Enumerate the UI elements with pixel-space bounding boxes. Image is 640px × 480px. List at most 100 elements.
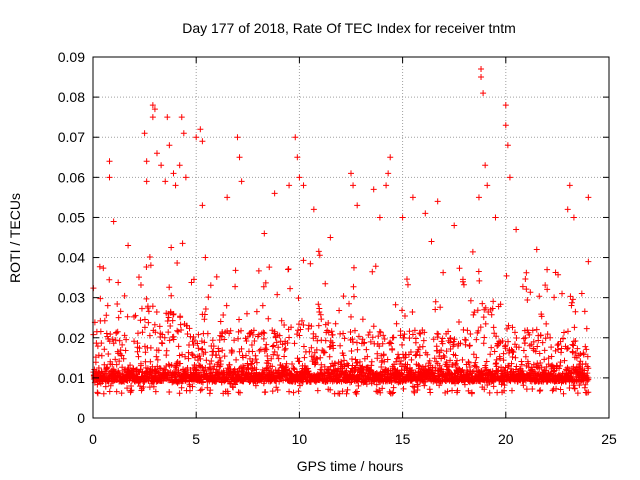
data-point (337, 342, 344, 349)
data-point (377, 329, 384, 336)
data-point (441, 354, 448, 361)
data-point (271, 348, 278, 355)
data-point (105, 350, 112, 357)
data-point (284, 340, 291, 347)
data-point (178, 384, 185, 391)
data-point (465, 387, 472, 394)
data-point (285, 265, 292, 272)
data-point (481, 386, 488, 393)
data-point (238, 327, 245, 334)
data-point (515, 344, 522, 351)
data-point (292, 134, 299, 141)
data-point (289, 360, 296, 367)
data-point (298, 317, 305, 324)
data-point (195, 331, 202, 338)
data-point (570, 214, 577, 221)
data-point (146, 332, 153, 339)
data-point (493, 333, 500, 340)
data-point (387, 154, 394, 161)
data-point (178, 114, 185, 121)
data-point (139, 329, 146, 336)
data-point (185, 349, 192, 356)
data-point (271, 328, 278, 335)
data-point (366, 329, 373, 336)
data-point (490, 298, 497, 305)
data-point (354, 202, 361, 209)
data-point (585, 376, 592, 383)
data-point (533, 326, 540, 333)
data-point (296, 332, 303, 339)
data-point (563, 346, 570, 353)
data-point (175, 367, 182, 374)
data-point (124, 385, 131, 392)
data-point (583, 325, 590, 332)
data-point (120, 355, 127, 362)
data-point (158, 162, 165, 169)
data-point (389, 346, 396, 353)
data-point (373, 388, 380, 395)
data-point (316, 252, 323, 259)
data-point (201, 311, 208, 318)
data-point (96, 263, 103, 270)
data-point (273, 384, 280, 391)
data-point (408, 367, 415, 374)
data-point (283, 365, 290, 372)
data-point (584, 353, 591, 360)
data-point (300, 182, 307, 189)
data-point (210, 343, 217, 350)
data-point (295, 321, 302, 328)
data-point (164, 114, 171, 121)
data-point (104, 364, 111, 371)
data-point (404, 281, 411, 288)
data-point (286, 334, 293, 341)
data-point (174, 259, 181, 266)
data-point (363, 346, 370, 353)
y-tick-label: 0.09 (58, 49, 85, 65)
data-point (484, 381, 491, 388)
data-point (314, 355, 321, 362)
data-point (439, 340, 446, 347)
data-point (403, 276, 410, 283)
data-point (229, 348, 236, 355)
data-point (213, 273, 220, 280)
data-point (306, 348, 313, 355)
data-point (571, 385, 578, 392)
data-point (134, 330, 141, 337)
data-point (480, 340, 487, 347)
data-point (190, 342, 197, 349)
data-point (355, 382, 362, 389)
data-point (523, 386, 530, 393)
data-point (545, 355, 552, 362)
data-point (168, 244, 175, 251)
data-point (583, 346, 590, 353)
data-point (413, 351, 420, 358)
data-point (459, 278, 466, 285)
data-point (556, 365, 563, 372)
data-point (352, 389, 359, 396)
data-point (518, 361, 525, 368)
data-point (585, 258, 592, 265)
data-point (174, 327, 181, 334)
data-point (350, 264, 357, 271)
data-point (551, 294, 558, 301)
data-point (372, 263, 379, 270)
data-point (537, 387, 544, 394)
data-point (438, 347, 445, 354)
data-point (576, 382, 583, 389)
data-point (464, 327, 471, 334)
data-point (251, 337, 258, 344)
data-point (416, 330, 423, 337)
data-point (482, 304, 489, 311)
data-point (476, 277, 483, 284)
data-point (255, 331, 262, 338)
data-point (487, 351, 494, 358)
data-point (209, 337, 216, 344)
data-point (101, 346, 108, 353)
data-point (559, 290, 566, 297)
data-point (440, 352, 447, 359)
data-point (480, 90, 487, 97)
data-point (270, 342, 277, 349)
data-point (370, 186, 377, 193)
data-point (141, 316, 148, 323)
data-point (548, 353, 555, 360)
